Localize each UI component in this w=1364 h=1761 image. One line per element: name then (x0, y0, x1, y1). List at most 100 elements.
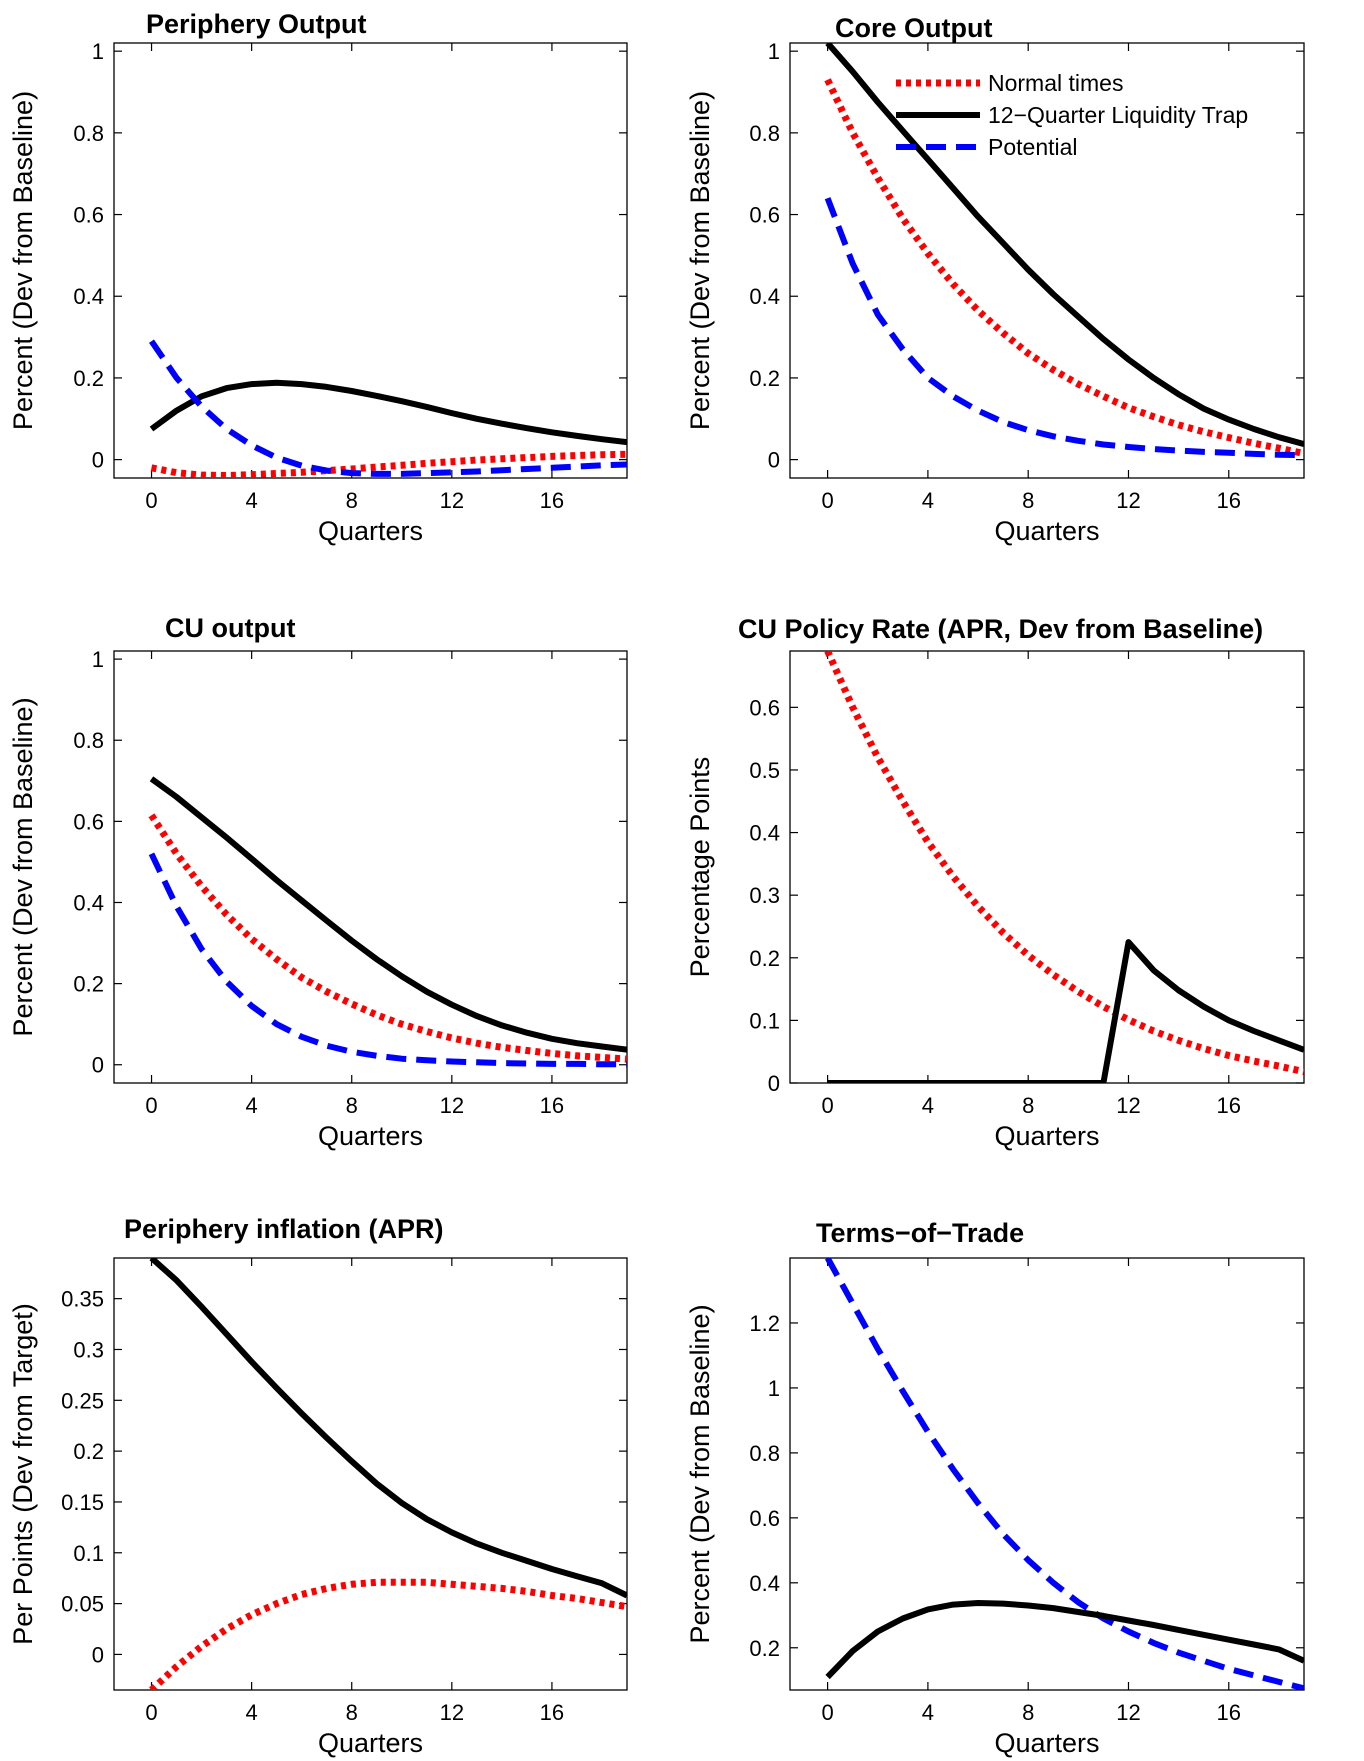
plot-frame (113, 42, 628, 479)
y-tick-label: 0.8 (749, 1441, 780, 1466)
panel-title: CU Policy Rate (APR, Dev from Baseline) (738, 614, 1263, 644)
panel-title: Periphery inflation (APR) (124, 1214, 444, 1244)
y-tick-label: 0.05 (61, 1592, 104, 1617)
x-tick-label: 12 (440, 488, 464, 513)
x-tick-label: 16 (1217, 1700, 1241, 1725)
series-line-trap (825, 1600, 1304, 1680)
series-line-trap (149, 379, 627, 446)
series-line-normal (148, 813, 627, 1063)
x-tick-label: 12 (1116, 1700, 1140, 1725)
legend-label: Normal times (988, 70, 1123, 96)
panel-5: 0 4 8 12 16 0 0.05 0.1 0.15 0.2 0.25 0.3 0.35 Periphe… (8, 1214, 628, 1758)
y-tick-label: 0 (92, 1642, 104, 1667)
y-tick-label: 1 (768, 39, 780, 64)
series-line-trap (825, 43, 1304, 447)
y-tick-label: 0.6 (749, 203, 780, 228)
y-tick-label: 0.4 (749, 821, 780, 846)
x-tick-label: 8 (346, 1700, 358, 1725)
x-axis-label: Quarters (318, 1728, 423, 1758)
panel-title: CU output (165, 613, 295, 643)
legend: Normal times 12−Quarter Liquidity Trap Pot… (896, 70, 1248, 160)
panel-3: 0 4 8 12 16 0 0.2 0.4 0.6 0.8 1 CU output Quarters Pe… (8, 613, 628, 1151)
panel-title: Core Output (835, 13, 992, 43)
panel-4: 0 4 8 12 16 0 0.1 0.2 0.3 0.4 0.5 0.6 CU Policy Rate… (685, 614, 1305, 1151)
x-tick-label: 4 (922, 1700, 934, 1725)
series-line-trap (149, 1258, 627, 1599)
x-tick-label: 12 (1116, 1093, 1140, 1118)
y-tick-label: 0.4 (73, 284, 104, 309)
y-tick-label: 0.3 (749, 883, 780, 908)
x-tick-label: 4 (246, 1700, 258, 1725)
plot-frame (113, 1257, 628, 1691)
plot-frame (113, 650, 628, 1084)
x-tick-label: 12 (440, 1700, 464, 1725)
y-tick-label: 0.8 (749, 121, 780, 146)
y-tick-label: 0.6 (73, 203, 104, 228)
y-axis-label: Percent (Dev from Baseline) (685, 1304, 715, 1643)
x-tick-label: 4 (922, 488, 934, 513)
y-axis-label: Percent (Dev from Baseline) (8, 697, 38, 1036)
y-tick-label: 0.5 (749, 758, 780, 783)
y-tick-label: 0.6 (749, 1506, 780, 1531)
plot-frame (789, 42, 1305, 479)
x-tick-label: 12 (1116, 488, 1140, 513)
x-tick-label: 16 (540, 1093, 564, 1118)
x-tick-label: 16 (540, 488, 564, 513)
series-line-potential (148, 852, 627, 1068)
x-tick-label: 0 (145, 488, 157, 513)
panel-1: 0 4 8 12 16 0 0.2 0.4 0.6 0.8 1 Periphery Output Qua… (8, 9, 628, 546)
x-axis-label: Quarters (994, 1728, 1099, 1758)
y-tick-label: 0.2 (749, 366, 780, 391)
x-tick-label: 16 (1217, 1093, 1241, 1118)
x-tick-label: 0 (821, 1700, 833, 1725)
y-tick-label: 0 (768, 1071, 780, 1096)
y-tick-label: 0.4 (749, 284, 780, 309)
y-tick-label: 0 (92, 1053, 104, 1078)
y-tick-label: 0.2 (749, 1636, 780, 1661)
panel-title: Terms−of−Trade (816, 1218, 1024, 1248)
y-tick-label: 0.2 (73, 972, 104, 997)
series-line-trap (827, 939, 1304, 1083)
y-tick-label: 0 (92, 448, 104, 473)
y-axis-label: Percentage Points (685, 757, 715, 978)
x-tick-label: 8 (346, 1093, 358, 1118)
series-line-normal (824, 651, 1304, 1076)
y-tick-label: 0 (768, 448, 780, 473)
x-tick-label: 0 (145, 1093, 157, 1118)
y-tick-label: 0.25 (61, 1388, 104, 1413)
x-tick-label: 8 (1022, 1700, 1034, 1725)
plot-frame (789, 1257, 1305, 1691)
series-line-trap (149, 776, 627, 1053)
x-axis-label: Quarters (994, 516, 1099, 546)
y-tick-label: 0.2 (73, 1439, 104, 1464)
x-tick-label: 0 (821, 488, 833, 513)
x-axis-label: Quarters (994, 1121, 1099, 1151)
x-tick-label: 16 (1217, 488, 1241, 513)
series-line-potential (824, 197, 1304, 459)
y-tick-label: 0.4 (749, 1571, 780, 1596)
y-tick-label: 0.4 (73, 890, 104, 915)
x-axis-label: Quarters (318, 1121, 423, 1151)
y-tick-label: 0.3 (73, 1337, 104, 1362)
x-tick-label: 4 (246, 488, 258, 513)
x-tick-label: 0 (145, 1700, 157, 1725)
y-tick-label: 0.35 (61, 1287, 104, 1312)
y-tick-label: 1 (92, 647, 104, 672)
x-tick-label: 8 (1022, 1093, 1034, 1118)
legend-label: Potential (988, 134, 1078, 160)
y-tick-label: 0.1 (749, 1008, 780, 1033)
x-tick-label: 8 (1022, 488, 1034, 513)
y-axis-label: Per Points (Dev from Target) (8, 1303, 38, 1645)
series-line-potential (824, 1258, 1304, 1690)
x-tick-label: 0 (821, 1093, 833, 1118)
panel-2: 0 4 8 12 16 0 0.2 0.4 0.6 0.8 1 Core Output Quarters… (685, 13, 1305, 546)
x-tick-label: 16 (540, 1700, 564, 1725)
x-tick-label: 4 (246, 1093, 258, 1118)
series-line-normal (149, 1578, 627, 1690)
y-tick-label: 1.2 (749, 1311, 780, 1336)
y-tick-label: 0.15 (61, 1490, 104, 1515)
panel-6: 0 4 8 12 16 0.2 0.4 0.6 0.8 1 1.2 Terms−of−Trade Qua… (685, 1218, 1305, 1758)
y-tick-label: 0.8 (73, 121, 104, 146)
x-axis-label: Quarters (318, 516, 423, 546)
